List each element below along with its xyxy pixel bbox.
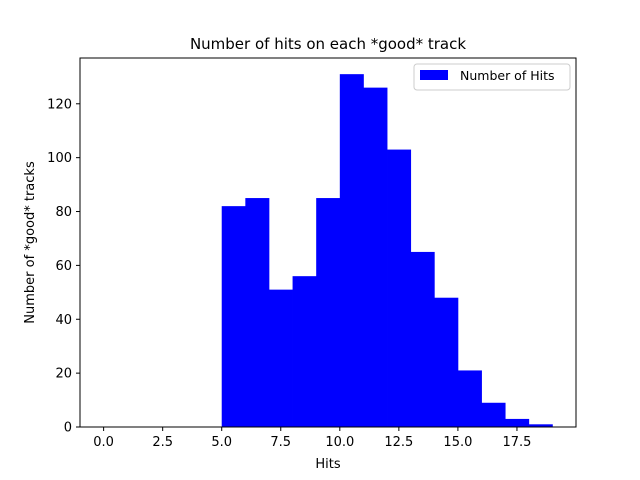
- histogram-bar: [505, 418, 530, 427]
- x-tick-label: 15.0: [443, 435, 472, 450]
- histogram-bar: [292, 276, 317, 427]
- chart-title: Number of hits on each *good* track: [190, 35, 466, 53]
- y-tick-label: 80: [55, 205, 72, 220]
- histogram-bar: [528, 424, 553, 427]
- x-tick-label: 12.5: [384, 435, 413, 450]
- legend-swatch: [420, 70, 448, 80]
- x-axis-ticks: 0.0 2.5 5.0 7.5 10.0 12.5 15.0 17.5: [93, 427, 531, 450]
- histogram-bar: [434, 297, 459, 427]
- y-tick-label: 40: [55, 313, 72, 328]
- y-tick-label: 60: [55, 259, 72, 274]
- y-tick-label: 0: [64, 421, 72, 436]
- histogram-bar: [363, 87, 388, 427]
- x-tick-label: 5.0: [211, 435, 232, 450]
- histogram-bar: [245, 198, 270, 427]
- histogram-bar: [457, 370, 482, 427]
- histogram-bar: [268, 289, 293, 427]
- histogram-bar: [339, 74, 364, 427]
- bars-group: [221, 74, 553, 427]
- legend-label: Number of Hits: [460, 68, 555, 83]
- y-axis-label: Number of *good* tracks: [23, 161, 38, 324]
- x-tick-label: 0.0: [93, 435, 114, 450]
- x-tick-label: 17.5: [502, 435, 531, 450]
- plot-frame: [79, 57, 577, 428]
- x-tick-label: 7.5: [270, 435, 291, 450]
- histogram-bar: [221, 206, 246, 427]
- y-tick-label: 120: [47, 97, 72, 112]
- histogram-bar: [481, 402, 506, 427]
- legend: Number of Hits: [413, 63, 571, 91]
- x-axis-label: Hits: [315, 457, 340, 472]
- legend-box: [413, 63, 571, 91]
- x-tick-label: 10.0: [325, 435, 354, 450]
- histogram-bar: [316, 198, 341, 427]
- y-tick-label: 20: [55, 367, 72, 382]
- x-tick-label: 2.5: [152, 435, 173, 450]
- y-axis-ticks: 0 20 40 60 80 100 120: [47, 97, 80, 436]
- histogram-bar: [410, 251, 435, 427]
- histogram-bar: [387, 149, 412, 427]
- y-tick-label: 100: [47, 151, 72, 166]
